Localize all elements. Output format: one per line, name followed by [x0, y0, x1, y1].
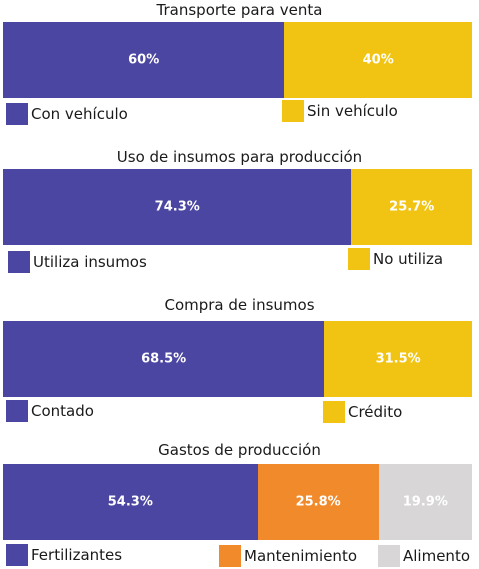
bar-segment-no-utiliza: 25.7% — [351, 169, 472, 245]
data-label: 40% — [362, 52, 394, 68]
legend-swatch — [378, 545, 400, 567]
legend-swatch — [348, 248, 370, 270]
legend-swatch — [6, 103, 28, 125]
bar-segment-contado: 68.5% — [3, 321, 325, 397]
stacked-bar: 68.5% 31.5% — [3, 321, 472, 397]
legend-swatch — [6, 544, 28, 566]
bar-segment-sin-vehiculo: 40% — [284, 22, 472, 98]
stacked-bar: 74.3% 25.7% — [3, 169, 472, 245]
legend-item-no-utiliza: No utiliza — [348, 248, 443, 270]
bar-segment-credito: 31.5% — [324, 321, 472, 397]
bar-segment-mantenimiento: 25.8% — [257, 464, 379, 540]
data-label: 68.5% — [141, 351, 187, 367]
data-label: 25.7% — [389, 199, 435, 215]
data-label: 54.3% — [107, 494, 153, 510]
chart-title: Compra de insumos — [164, 296, 315, 314]
chart-title: Transporte para venta — [156, 1, 323, 19]
chart-title: Uso de insumos para producción — [116, 148, 363, 166]
legend-swatch — [282, 100, 304, 122]
legend-label: Fertilizantes — [31, 546, 123, 564]
data-label: 25.8% — [295, 494, 341, 510]
legend-label: Con vehículo — [31, 105, 128, 123]
data-label: 31.5% — [375, 351, 421, 367]
legend-swatch — [6, 400, 28, 422]
data-label: 60% — [128, 52, 160, 68]
legend-swatch — [8, 251, 30, 273]
legend-item-alimento: Alimento — [378, 545, 470, 567]
legend-label: Mantenimiento — [244, 547, 357, 565]
legend-label: No utiliza — [373, 250, 444, 268]
legend-label: Alimento — [403, 547, 471, 565]
legend-item-fertilizantes: Fertilizantes — [6, 544, 122, 566]
chart-title: Gastos de producción — [158, 441, 321, 459]
legend-item-utiliza-insumos: Utiliza insumos — [8, 251, 147, 273]
legend-item-sin-vehiculo: Sin vehículo — [282, 100, 398, 122]
legend-swatch — [219, 545, 241, 567]
legend-label: Utiliza insumos — [33, 253, 147, 271]
bar-segment-utiliza-insumos: 74.3% — [3, 169, 352, 245]
legend-swatch — [323, 401, 345, 423]
bar-segment-alimento: 19.9% — [378, 464, 472, 540]
data-label: 74.3% — [154, 199, 200, 215]
legend-label: Sin vehículo — [307, 102, 398, 120]
legend-item-mantenimiento: Mantenimiento — [219, 545, 357, 567]
legend-label: Contado — [31, 402, 94, 420]
bar-segment-fertilizantes: 54.3% — [3, 464, 258, 540]
bar-segment-con-vehiculo: 60% — [3, 22, 285, 98]
legend-item-contado: Contado — [6, 400, 94, 422]
legend-label: Crédito — [348, 403, 403, 421]
legend-item-credito: Crédito — [323, 401, 402, 423]
stacked-bar: 54.3% 25.8% 19.9% — [3, 464, 472, 540]
stacked-bar: 60% 40% — [3, 22, 472, 98]
data-label: 19.9% — [402, 494, 448, 510]
legend-item-con-vehiculo: Con vehículo — [6, 103, 128, 125]
